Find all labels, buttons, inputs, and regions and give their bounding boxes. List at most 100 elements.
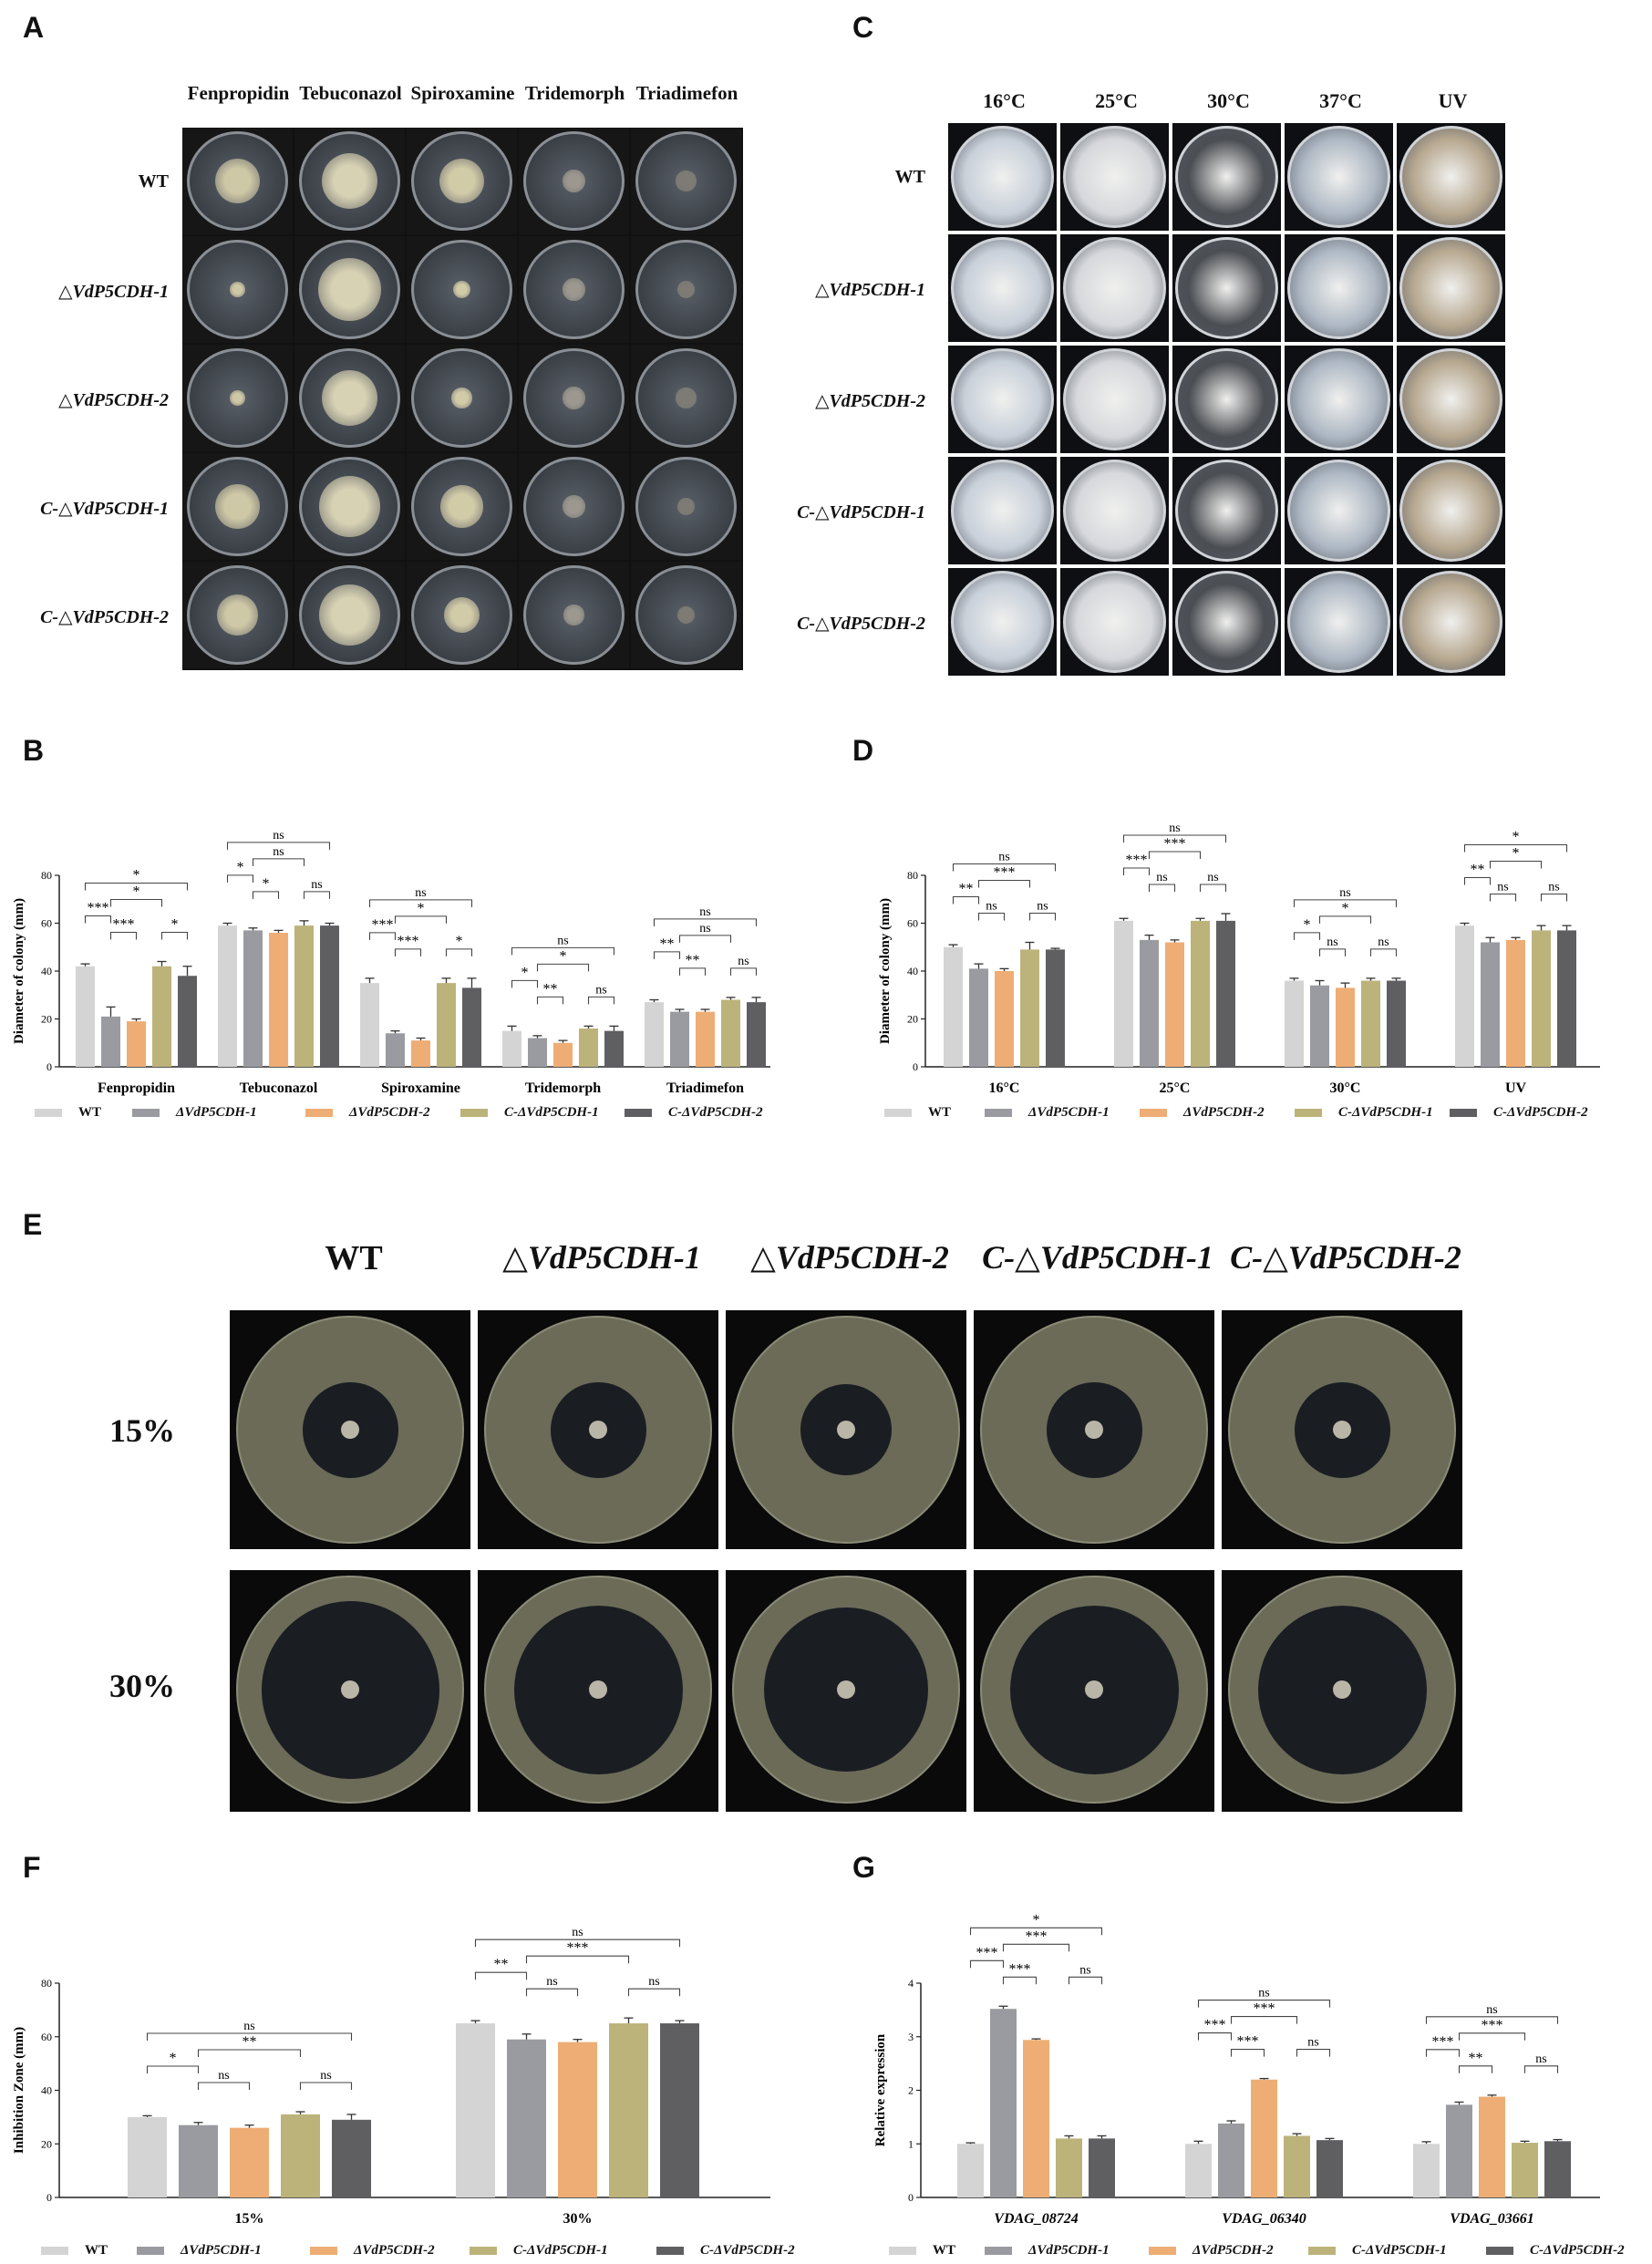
y-tick-label: 20 [907, 1013, 918, 1026]
significance-bracket [299, 2082, 353, 2090]
petri-dish [1399, 571, 1502, 673]
plate-photo [1397, 234, 1505, 342]
x-tick-label: VDAG_08724 [994, 2211, 1078, 2227]
bar [462, 987, 481, 1067]
significance-label: ns [699, 922, 710, 936]
legend-label: C-ΔVdP5CDH-1 [1352, 2243, 1447, 2258]
inhibition-plate-photo [230, 1310, 470, 1549]
petri-dish [1399, 237, 1502, 339]
col-header-e-1: △VdP5CDH-1 [502, 1239, 701, 1276]
fungal-colony [230, 282, 245, 297]
plate-photo [1060, 568, 1169, 676]
significance-bracket [977, 879, 1031, 888]
legend-swatch [470, 2247, 497, 2255]
significance-label: ** [1471, 863, 1485, 878]
petri-dish [1399, 348, 1502, 450]
plate-photo [407, 562, 517, 668]
petri-dish [1287, 126, 1390, 228]
significance-label: ** [686, 953, 700, 968]
bar [1387, 980, 1406, 1067]
legend-label: ΔVdP5CDH-1 [1028, 1105, 1110, 1120]
y-tick-label: 2 [908, 2084, 914, 2097]
x-tick-label: VDAG_03661 [1450, 2211, 1533, 2227]
y-tick-label: 80 [907, 869, 918, 882]
bar [243, 930, 263, 1067]
y-tick-label: 60 [41, 917, 52, 930]
plate-photo [1060, 457, 1169, 564]
plate-photo [948, 346, 1057, 453]
fungal-colony [230, 390, 245, 406]
petri-dish [951, 237, 1054, 339]
significance-bracket [252, 891, 280, 899]
bar [437, 983, 456, 1067]
bar [1020, 949, 1039, 1067]
plate-photo [631, 453, 741, 560]
agar-disc [341, 1421, 359, 1439]
significance-label: ns [1535, 2052, 1546, 2066]
y-axis-label: Diameter of colony (mm) [12, 898, 26, 1044]
chart-g-relative-expression: 0 1 2 3 4 Relative expression VDAG_08724 VDAG_0… [873, 1912, 1600, 2227]
significance-label: ns [986, 900, 996, 914]
legend-swatch [305, 1109, 333, 1117]
panel-label-g: G [852, 1851, 875, 1884]
inhibition-plate-photo [726, 1570, 966, 1812]
significance-label: ns [415, 886, 426, 900]
significance-bracket [977, 912, 1006, 921]
plate-photo [631, 128, 741, 234]
bar [1089, 2138, 1115, 2197]
significance-bracket [226, 874, 254, 883]
significance-label: * [171, 917, 179, 933]
plate-photo [1172, 346, 1281, 453]
significance-bracket [525, 1988, 579, 1997]
significance-label: ** [243, 2034, 257, 2050]
y-tick-label: 40 [41, 2084, 52, 2097]
significance-bracket [1425, 2016, 1559, 2024]
x-tick-label: Tebuconazol [240, 1080, 318, 1096]
bar [553, 1042, 573, 1067]
bar [218, 925, 237, 1067]
row-header-e-1: 30% [109, 1668, 175, 1704]
significance-bracket [952, 863, 1057, 872]
bar [1336, 987, 1355, 1067]
petri-dish [1175, 460, 1278, 562]
significance-label: *** [1204, 2018, 1226, 2033]
legend-label: ΔVdP5CDH-1 [1028, 2243, 1110, 2258]
significance-bracket [653, 951, 681, 959]
significance-label: ** [494, 1957, 509, 1972]
bar [332, 2119, 371, 2197]
x-tick-label: 30% [563, 2211, 593, 2227]
significance-bracket [109, 898, 163, 907]
significance-label: ns [320, 2069, 331, 2083]
legend-label: WT [933, 2243, 956, 2258]
col-header-c-2: 30°C [1207, 89, 1250, 112]
row-header-a-2: △VdP5CDH-2 [58, 390, 169, 410]
significance-label: ns [557, 934, 568, 947]
plate-photo [1172, 568, 1281, 676]
x-tick-label: VDAG_06340 [1222, 2211, 1306, 2227]
bar [1479, 2096, 1505, 2197]
legend-swatch [1295, 1109, 1322, 1117]
row-header-a-4: C-△VdP5CDH-2 [40, 607, 169, 627]
plate-photo [948, 457, 1057, 564]
legend-label: ΔVdP5CDH-2 [1183, 1105, 1265, 1120]
significance-bracket [1458, 2032, 1526, 2041]
significance-bracket [1523, 2065, 1559, 2073]
significance-label: ns [1258, 1987, 1269, 2000]
significance-label: * [1304, 917, 1311, 933]
plate-photo [1060, 234, 1169, 342]
col-header-c-4: UV [1438, 89, 1468, 112]
legend-swatch [625, 1109, 652, 1117]
significance-bracket [511, 946, 615, 956]
fungal-colony [217, 594, 258, 636]
significance-bracket [303, 891, 331, 899]
petri-dish [1287, 571, 1390, 673]
significance-label: ** [543, 981, 558, 997]
significance-bracket [1458, 2065, 1493, 2073]
plate-photo [294, 562, 405, 668]
bar [604, 1030, 624, 1067]
significance-label: * [456, 934, 463, 949]
bar [320, 925, 339, 1067]
significance-bracket [1369, 948, 1398, 956]
petri-dish [1175, 571, 1278, 673]
significance-label: ns [1497, 881, 1508, 894]
